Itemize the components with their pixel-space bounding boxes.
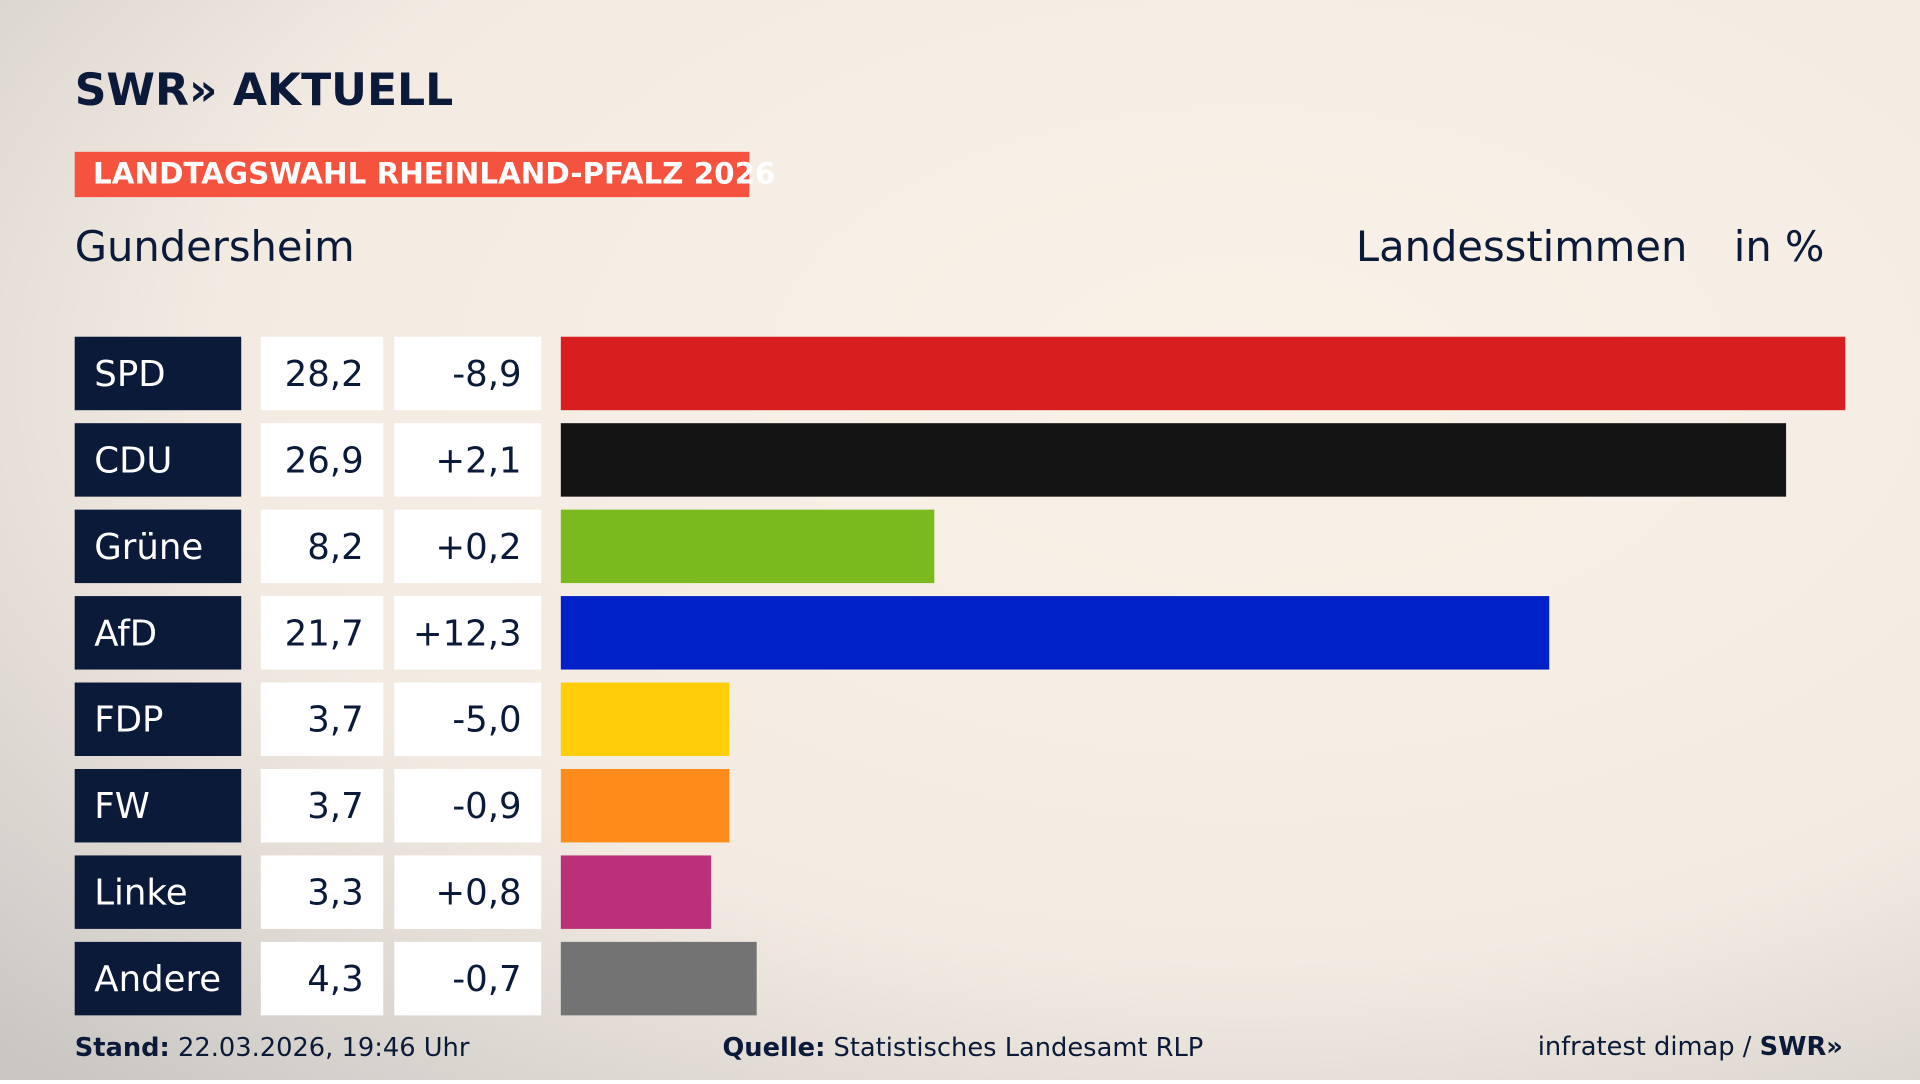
change-label: -0,7 xyxy=(452,959,521,1000)
value-label: 28,2 xyxy=(285,354,364,395)
change-label: -5,0 xyxy=(452,700,521,741)
credit-logo: SWR» xyxy=(1760,1031,1843,1061)
source-label: Quelle: xyxy=(722,1033,825,1063)
party-box xyxy=(74,768,242,843)
party-box xyxy=(74,336,242,411)
party-box xyxy=(74,941,242,1016)
value-box xyxy=(260,682,384,756)
source: Quelle: Statistisches Landesamt RLP xyxy=(722,1033,1203,1063)
value-label: 4,3 xyxy=(307,959,363,1000)
change-box xyxy=(394,941,542,1016)
party-box xyxy=(74,509,242,584)
credit-text: infratest dimap / xyxy=(1538,1031,1760,1061)
value-box xyxy=(260,509,384,584)
value-box xyxy=(260,596,384,670)
measure: Landesstimmen xyxy=(1356,222,1687,271)
value-label: 3,3 xyxy=(307,873,363,914)
bar xyxy=(560,509,935,584)
party-label: CDU xyxy=(94,440,172,481)
change-label: -8,9 xyxy=(452,354,521,395)
party-box xyxy=(74,423,242,497)
change-box xyxy=(394,336,542,411)
change-box xyxy=(394,855,542,929)
tag: LANDTAGSWAHL RHEINLAND-PFALZ 2026 xyxy=(93,157,775,191)
change-box xyxy=(394,682,542,756)
value-label: 3,7 xyxy=(307,786,363,827)
change-label: +0,8 xyxy=(435,873,521,914)
change-label: +2,1 xyxy=(435,440,521,481)
value-label: 8,2 xyxy=(307,527,363,568)
bar xyxy=(560,768,730,843)
change-box xyxy=(394,509,542,584)
party-label: Linke xyxy=(94,873,187,914)
value-box xyxy=(260,941,384,1016)
bar xyxy=(560,855,712,929)
source-value: Statistisches Landesamt RLP xyxy=(834,1033,1204,1063)
stand: Stand: 22.03.2026, 19:46 Uhr xyxy=(75,1033,470,1063)
value-label: 3,7 xyxy=(307,700,363,741)
party-box xyxy=(74,596,242,670)
tag-box xyxy=(74,151,750,198)
value-label: 21,7 xyxy=(285,613,364,654)
party-box xyxy=(74,682,242,756)
value-box xyxy=(260,336,384,411)
credit: infratest dimap / SWR» xyxy=(1538,1031,1843,1061)
party-label: FW xyxy=(94,786,150,827)
change-box xyxy=(394,423,542,497)
bar xyxy=(560,682,730,756)
bar xyxy=(560,941,757,1016)
bar xyxy=(560,596,1550,670)
value-box xyxy=(260,768,384,843)
unit: in % xyxy=(1734,222,1825,271)
bar xyxy=(560,336,1846,411)
party-label: SPD xyxy=(94,354,165,395)
change-label: +0,2 xyxy=(435,527,521,568)
change-box xyxy=(394,768,542,843)
change-label: -0,9 xyxy=(452,786,521,827)
change-label: +12,3 xyxy=(413,613,522,654)
value-box xyxy=(260,423,384,497)
party-box xyxy=(74,855,242,929)
party-label: Andere xyxy=(94,959,221,1000)
party-label: FDP xyxy=(94,700,163,741)
value-box xyxy=(260,855,384,929)
stand-value: 22.03.2026, 19:46 Uhr xyxy=(178,1033,470,1063)
stand-label: Stand: xyxy=(75,1033,170,1063)
change-box xyxy=(394,596,542,670)
value-label: 26,9 xyxy=(285,440,364,481)
logo: SWR» AKTUELL xyxy=(75,65,454,116)
place: Gundersheim xyxy=(75,222,355,271)
party-label: Grüne xyxy=(94,527,203,568)
bar xyxy=(560,423,1787,497)
party-label: AfD xyxy=(94,613,157,654)
